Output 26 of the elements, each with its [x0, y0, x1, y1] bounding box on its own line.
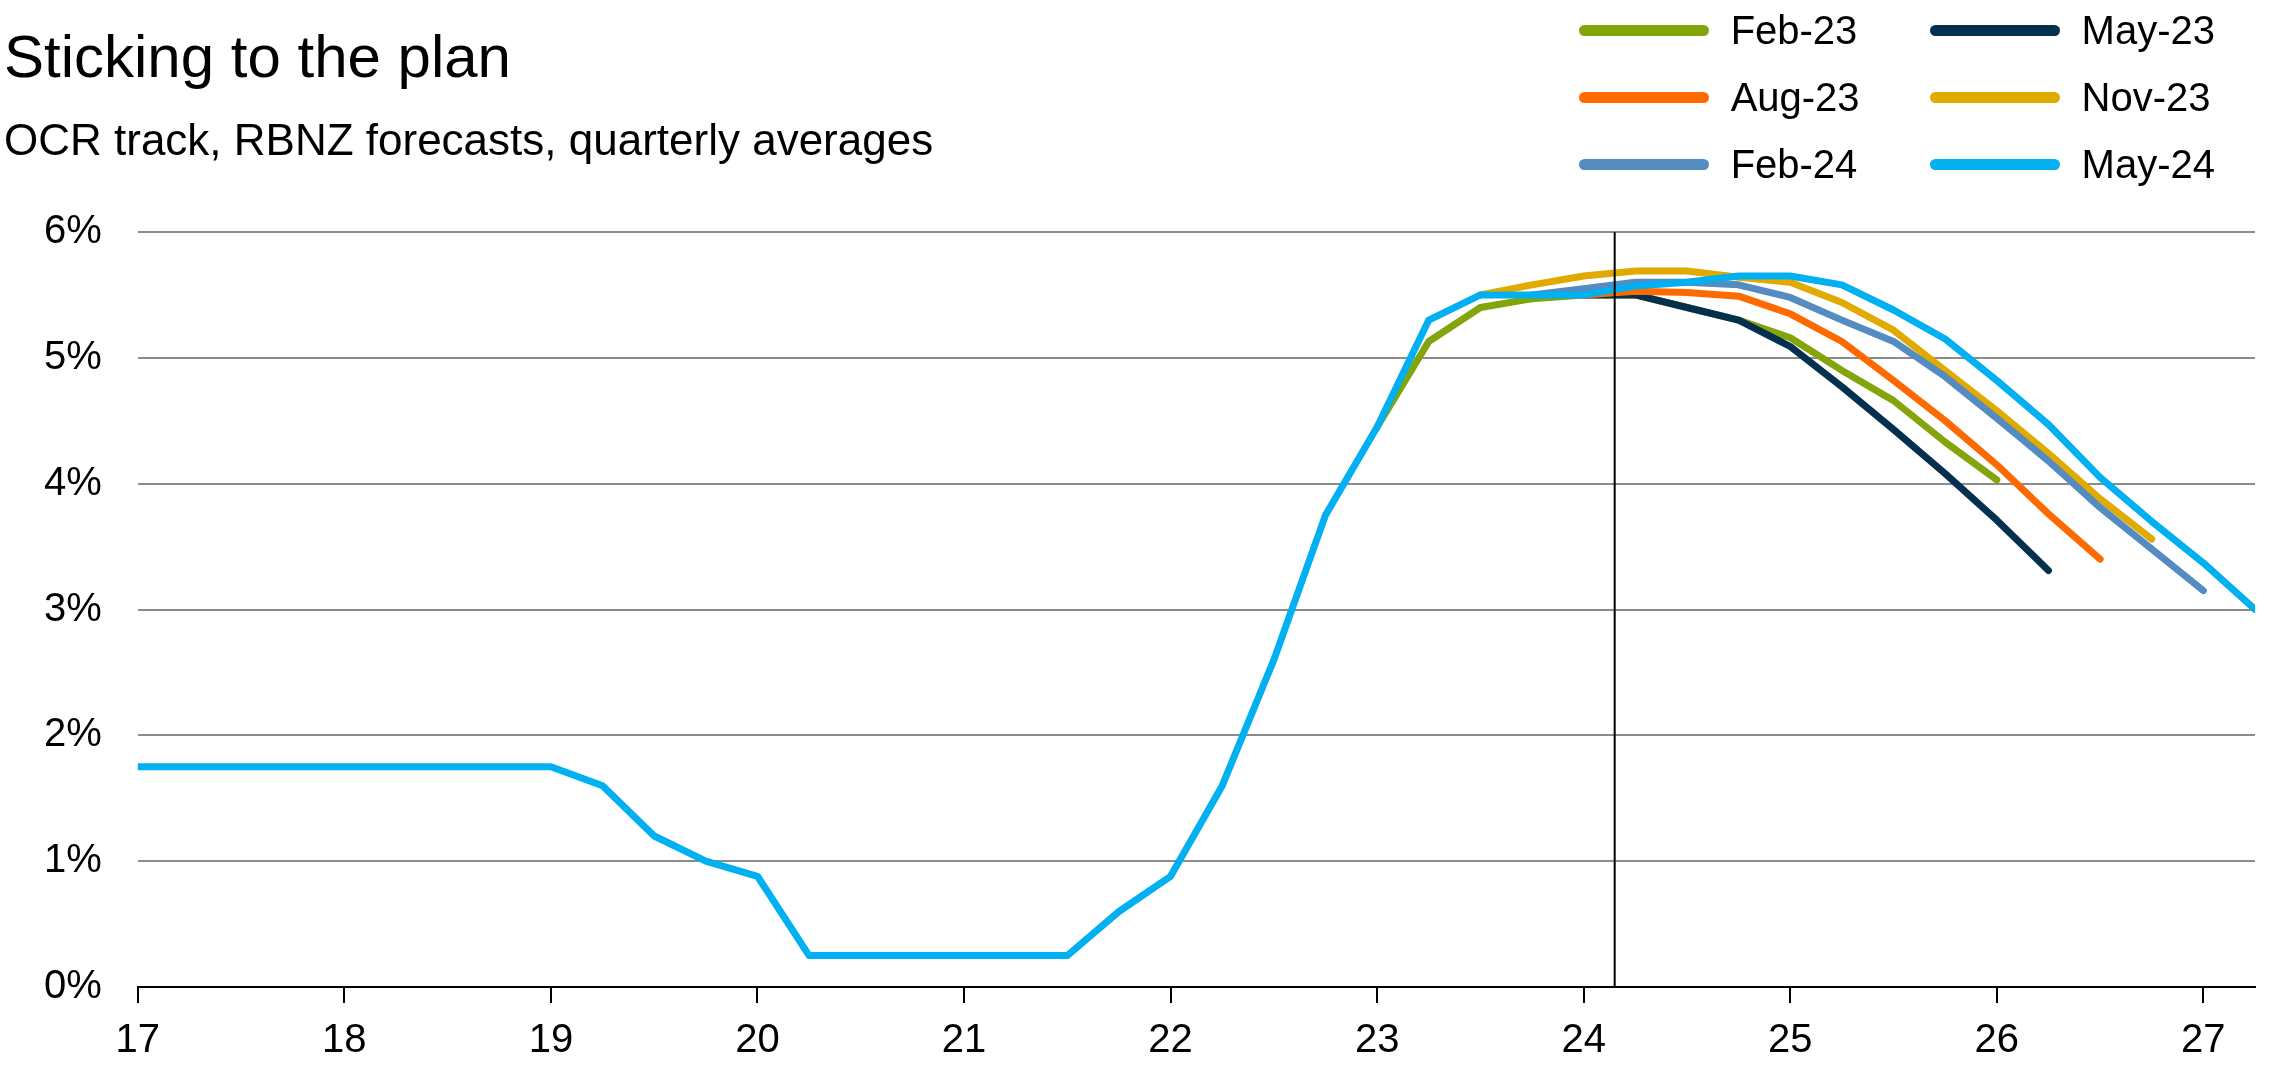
legend-label: Nov-23: [2081, 75, 2211, 120]
chart-subtitle: OCR track, RBNZ forecasts, quarterly averages: [4, 115, 934, 165]
y-tick-label: 1%: [44, 836, 102, 881]
x-tick-label: 24: [1561, 1016, 1606, 1061]
x-tick-label: 23: [1354, 1016, 1400, 1061]
legend-label: Feb-23: [1730, 8, 1858, 53]
y-tick-label: 5%: [44, 332, 102, 377]
legend-label: Aug-23: [1730, 75, 1860, 120]
x-tick-label: 21: [941, 1016, 987, 1061]
x-tick-label: 25: [1768, 1016, 1813, 1061]
y-tick-label: 3%: [44, 584, 102, 629]
x-tick-label: 26: [1974, 1016, 2020, 1061]
y-tick-label: 0%: [44, 962, 102, 1007]
x-tick-label: 27: [2181, 1016, 2226, 1061]
x-tick-label: 19: [528, 1016, 574, 1061]
legend-label: May-23: [2081, 8, 2215, 53]
x-tick-label: 17: [115, 1016, 161, 1061]
legend-label: Feb-24: [1730, 142, 1858, 187]
chart-title: Sticking to the plan: [4, 22, 511, 91]
y-tick-label: 6%: [44, 207, 102, 252]
y-tick-label: 2%: [44, 710, 102, 755]
y-tick-label: 4%: [44, 458, 102, 503]
x-tick-label: 22: [1148, 1016, 1193, 1061]
x-tick-label: 20: [735, 1016, 780, 1061]
legend-label: May-24: [2081, 142, 2215, 187]
x-tick-label: 18: [322, 1016, 367, 1061]
